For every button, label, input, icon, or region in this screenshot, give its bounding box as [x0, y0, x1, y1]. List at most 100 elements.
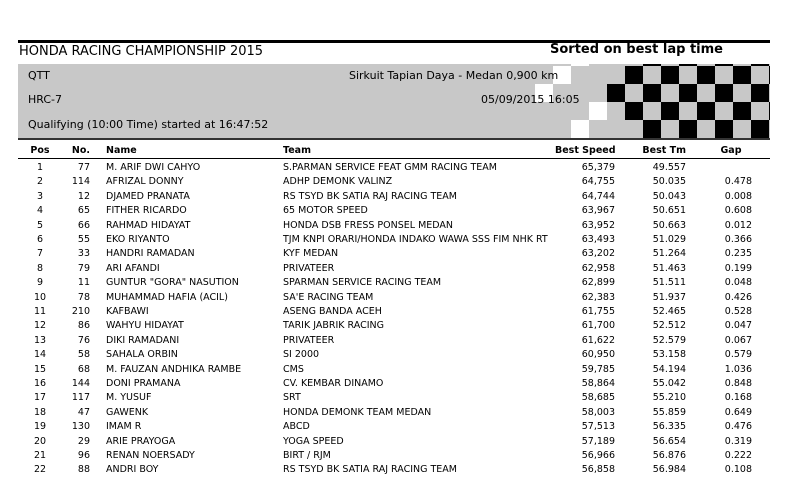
number: 12	[77, 190, 90, 202]
pos: 8	[36, 262, 44, 274]
flag-square	[715, 120, 733, 138]
best-time: 50.035	[652, 176, 686, 188]
flag-square	[679, 84, 697, 102]
team: S.PARMAN SERVICE FEAT GMM RACING TEAM	[283, 162, 497, 173]
pos: 4	[36, 205, 44, 217]
pos: 20	[33, 435, 47, 447]
gap: 0.366	[724, 234, 752, 245]
top-rule	[18, 40, 770, 43]
best-speed: 63,202	[581, 248, 615, 260]
pos: 22	[33, 464, 47, 476]
driver-name: GAWENK	[106, 406, 149, 418]
gap: 0.319	[724, 435, 752, 447]
team: CV. KEMBAR DINAMO	[283, 378, 384, 389]
best-time: 50.043	[652, 190, 686, 202]
flag-square	[751, 120, 769, 138]
flag-square	[607, 84, 625, 102]
team: SPARMAN SERVICE RACING TEAM	[283, 277, 442, 289]
flag-square	[715, 84, 733, 102]
team: YOGA SPEED	[283, 435, 344, 447]
driver-name: DJAMED PRANATA	[106, 190, 190, 202]
driver-name: IMAM R	[106, 421, 142, 433]
best-speed: 58,003	[581, 406, 615, 418]
flag-square	[697, 102, 715, 120]
driver-name: KAFBAWI	[106, 306, 149, 317]
team: PRIVATEER	[283, 262, 335, 274]
best-time: 55.042	[652, 378, 686, 389]
best-speed: 63,952	[581, 219, 615, 231]
gap: 0.649	[724, 406, 752, 418]
column-header: Team	[283, 145, 311, 156]
driver-name: GUNTUR "GORA" NASUTION	[106, 277, 239, 289]
pos: 3	[36, 190, 44, 202]
flag-square	[679, 120, 697, 138]
driver-name: SAHALA ORBIN	[106, 349, 178, 361]
best-time: 56.984	[652, 464, 686, 476]
team: SRT	[283, 392, 301, 404]
column-header: Best Tm	[642, 145, 686, 156]
driver-name: DIKI RAMADANI	[106, 334, 180, 346]
team: HONDA DEMONK TEAM MEDAN	[283, 406, 432, 418]
number: 77	[77, 162, 90, 173]
flag-square	[697, 66, 715, 84]
team: RS TSYD BK SATIA RAJ RACING TEAM	[283, 464, 457, 476]
driver-name: M. FAUZAN ANDHIKA RAMBE	[106, 363, 242, 375]
gap: 1.036	[724, 363, 752, 375]
best-time: 51.264	[652, 248, 686, 260]
team: SI 2000	[283, 349, 320, 361]
gap: 0.528	[724, 306, 752, 317]
gap: 0.476	[724, 421, 752, 433]
datetime: 05/09/2015 16:05	[481, 93, 580, 106]
pos: 7	[36, 248, 44, 260]
number: 65	[77, 205, 90, 217]
column-header: Best Speed	[555, 145, 616, 156]
pos: 14	[33, 349, 47, 361]
pos: 6	[36, 234, 44, 245]
number: 58	[77, 349, 90, 361]
number: 11	[77, 277, 90, 289]
number: 114	[71, 176, 90, 188]
best-speed: 56,858	[581, 464, 615, 476]
driver-name: AFRIZAL DONNY	[106, 176, 184, 188]
flag-square	[553, 66, 571, 84]
pos: 16	[33, 378, 47, 389]
info-box: QTT Sirkuit Tapian Daya - Medan 0,900 km…	[18, 64, 770, 140]
number: 68	[77, 363, 90, 375]
best-time: 52.512	[652, 320, 686, 332]
pos: 2	[36, 176, 44, 188]
description: Qualifying (10:00 Time) started at 16:47…	[28, 118, 269, 131]
best-speed: 62,899	[581, 277, 615, 289]
column-header: Name	[106, 145, 137, 156]
pos: 13	[33, 334, 47, 346]
gap: 0.048	[724, 277, 752, 289]
circuit: Sirkuit Tapian Daya - Medan 0,900 km	[349, 69, 559, 82]
best-speed: 63,493	[581, 234, 615, 245]
driver-name: ANDRI BOY	[106, 464, 159, 476]
gap: 0.478	[724, 176, 752, 188]
number: 130	[71, 421, 90, 433]
pos: 9	[36, 277, 44, 289]
team: TARIK JABRIK RACING	[283, 320, 384, 332]
driver-name: RENAN NOERSADY	[106, 450, 195, 461]
best-time: 51.937	[652, 291, 686, 303]
team: SA'E RACING TEAM	[283, 291, 374, 303]
flag-square	[661, 66, 679, 84]
number: 76	[77, 334, 90, 346]
number: 144	[71, 378, 90, 389]
best-speed: 62,383	[581, 291, 615, 303]
team: KYF MEDAN	[283, 248, 339, 260]
team: RS TSYD BK SATIA RAJ RACING TEAM	[283, 190, 457, 202]
gap: 0.012	[724, 219, 752, 231]
driver-name: ARIE PRAYOGA	[106, 435, 176, 447]
team: ABCD	[283, 421, 310, 433]
best-speed: 58,685	[581, 392, 615, 404]
driver-name: WAHYU HIDAYAT	[106, 320, 184, 332]
driver-name: EKO RIYANTO	[106, 234, 170, 245]
flag-square	[643, 84, 661, 102]
best-time: 53.158	[652, 349, 686, 361]
gap: 0.608	[724, 205, 752, 217]
flag-square	[625, 102, 643, 120]
gap: 0.067	[724, 334, 752, 346]
pos: 21	[33, 450, 47, 461]
pos: 15	[33, 363, 47, 375]
